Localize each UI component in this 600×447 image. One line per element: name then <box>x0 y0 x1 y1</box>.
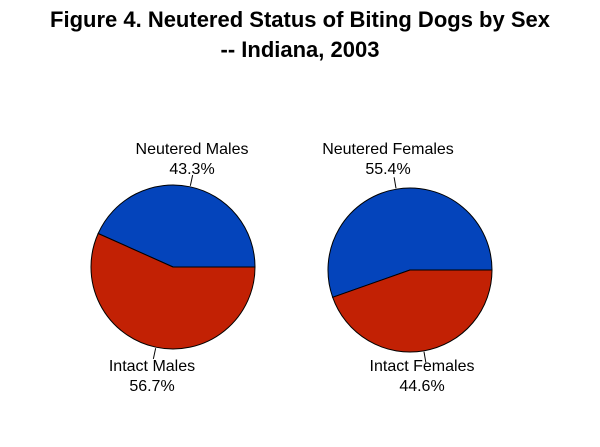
pie-chart-females <box>327 177 493 363</box>
label-intact-females-text: Intact Females <box>369 358 475 375</box>
leader-tick-intact-males <box>152 348 157 360</box>
pie-slice-intact-males <box>90 232 256 350</box>
label-neutered-males: Neutered Males 43.3% <box>92 140 292 180</box>
label-intact-females-pct: 44.6% <box>399 378 445 395</box>
pie-chart-males <box>90 174 256 360</box>
figure-title-line1: Figure 4. Neutered Status of Biting Dogs… <box>50 7 550 32</box>
label-intact-males: Intact Males 56.7% <box>52 357 252 397</box>
leader-tick-neutered-males <box>189 174 194 186</box>
label-intact-males-text: Intact Males <box>108 358 196 375</box>
figure-title-line2: -- Indiana, 2003 <box>220 37 380 62</box>
label-intact-males-pct: 56.7% <box>129 378 175 395</box>
pie-slice-neutered-males <box>97 184 256 268</box>
label-neutered-females: Neutered Females 55.4% <box>288 140 488 180</box>
leader-tick-intact-females <box>423 351 427 363</box>
figure-title: Figure 4. Neutered Status of Biting Dogs… <box>0 5 600 65</box>
label-neutered-males-pct: 43.3% <box>169 161 215 178</box>
label-neutered-females-pct: 55.4% <box>365 161 411 178</box>
label-intact-females: Intact Females 44.6% <box>322 357 522 397</box>
label-neutered-females-text: Neutered Females <box>322 141 454 158</box>
leader-tick-neutered-females <box>393 177 397 189</box>
pie-slice-intact-females <box>332 269 493 353</box>
label-neutered-males-text: Neutered Males <box>135 141 249 158</box>
